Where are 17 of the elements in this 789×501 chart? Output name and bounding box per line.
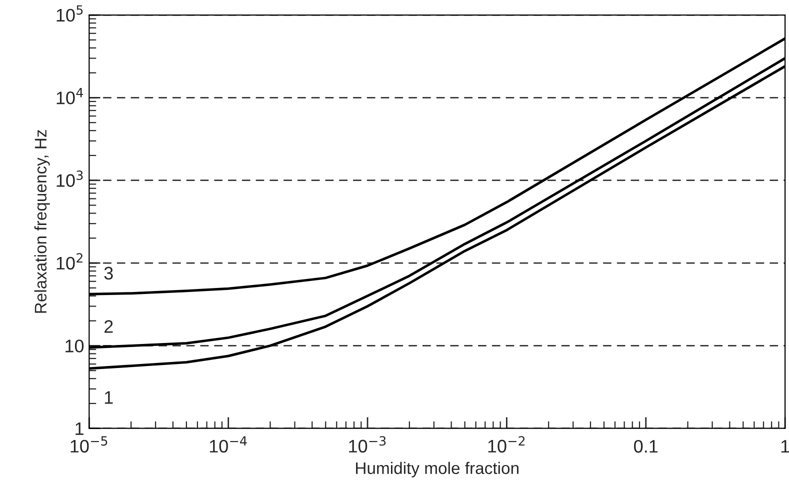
y-tick-label: 1 (76, 422, 84, 435)
y-tick-label: 10$^{2}$ (56, 253, 82, 270)
y-axis-title: Relaxation frequency, Hz (34, 130, 50, 313)
series-label: 1 (104, 391, 113, 404)
x-tick-label: 10$^{−4}$ (210, 436, 247, 453)
x-tick-label: 1 (781, 440, 789, 453)
series-label: 2 (104, 320, 113, 333)
x-tick-label: 10$^{−3}$ (349, 436, 386, 453)
y-tick-label: 10$^{5}$ (56, 5, 83, 22)
x-tick-label: 0.1 (634, 440, 658, 453)
x-axis-title: Humidity mole fraction (356, 462, 518, 478)
series-label: 3 (104, 266, 113, 280)
y-tick-label: 10$^{4}$ (56, 88, 83, 104)
y-tick-label: 10 (66, 340, 84, 352)
x-tick-label: 10$^{−5}$ (70, 436, 108, 453)
x-tick-label: 10$^{−2}$ (488, 436, 525, 453)
y-tick-label: 10$^{3}$ (56, 170, 83, 187)
